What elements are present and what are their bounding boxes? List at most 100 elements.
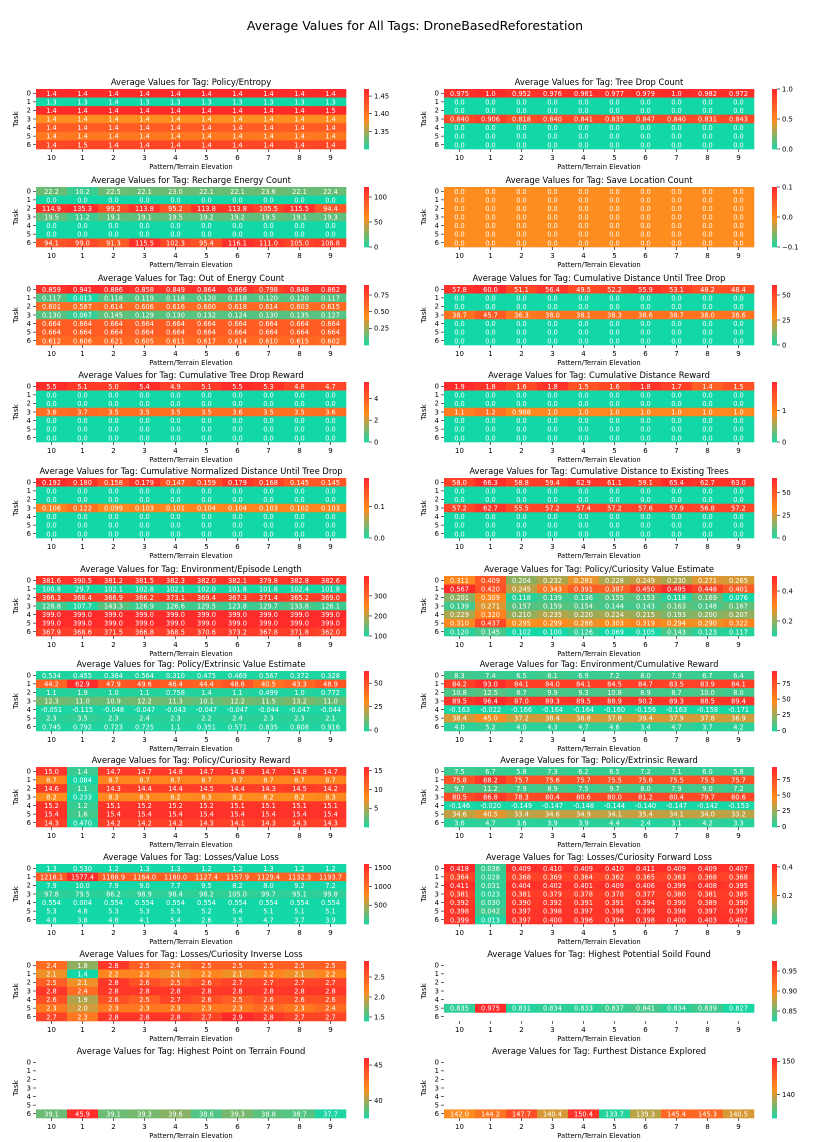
panel-13-cell-label: 84.7 bbox=[638, 680, 653, 688]
panel-6-cell bbox=[67, 433, 99, 443]
panel-0-cell bbox=[98, 89, 130, 98]
panel-1-cell bbox=[444, 131, 476, 141]
panel-9-cell-label: 57.6 bbox=[638, 505, 653, 513]
panel-20-colorbar-segment bbox=[364, 1078, 369, 1081]
panel-15-cell bbox=[444, 767, 476, 776]
panel-11-cell bbox=[444, 601, 476, 611]
panel-16-colorbar-segment bbox=[364, 864, 369, 867]
panel-2-cell-label: 99.0 bbox=[75, 239, 90, 247]
panel-18-cell bbox=[67, 995, 99, 1005]
panel-3-cell-label: 0.0 bbox=[516, 239, 527, 247]
panel-12-colorbar-segment bbox=[364, 671, 369, 674]
panel-0-cell bbox=[253, 123, 285, 133]
panel-1-colorbar-segment bbox=[772, 111, 777, 115]
panel-7-cell-label: 1.0 bbox=[609, 409, 620, 417]
panel-8-cell-label: 0.179 bbox=[135, 479, 154, 487]
panel-4-cell-label: 0.124 bbox=[228, 312, 247, 320]
panel-15-cell-label: 75.7 bbox=[731, 776, 746, 784]
panel-6-cell bbox=[222, 407, 254, 417]
panel-6-cell-label: 0.0 bbox=[46, 391, 57, 399]
panel-9-cell-label: 0.0 bbox=[547, 530, 558, 538]
panel-17-xtick: 9 bbox=[736, 929, 740, 937]
panel-17-colorbar-segment bbox=[772, 899, 777, 902]
panel-0-cell-label: 1.4 bbox=[201, 90, 212, 98]
panel-1-cell bbox=[723, 106, 755, 116]
panel-8-colorbar-segment bbox=[364, 510, 369, 514]
panel-14-cell-label: 8.7 bbox=[263, 776, 274, 784]
panel-13-cell-label: -0.156 bbox=[635, 706, 656, 714]
panel-1-colorbar-segment bbox=[772, 96, 777, 100]
panel-4-xtick: 7 bbox=[266, 350, 270, 358]
panel-2-cell bbox=[129, 212, 161, 222]
panel-16-cell bbox=[160, 881, 192, 891]
panel-9-cell-label: 58.8 bbox=[514, 479, 529, 487]
panel-9-cell bbox=[444, 512, 476, 522]
panel-15-cell-label: 40.5 bbox=[483, 811, 498, 819]
panel-17-cell bbox=[692, 872, 724, 882]
panel-13-cell-label: 89.3 bbox=[669, 698, 684, 706]
panel-13-cell bbox=[568, 713, 600, 723]
panel-14-cell-label: 14.4 bbox=[168, 785, 183, 793]
panel-5-colorbar-segment bbox=[772, 332, 777, 336]
panel-16-cell-label: 86.2 bbox=[106, 891, 121, 899]
panel-7-cell bbox=[661, 424, 693, 434]
panel-20-colorbar-segment bbox=[364, 1088, 369, 1091]
panel-14-cell-label: 14.7 bbox=[199, 768, 214, 776]
panel-6-cell-label: 0.0 bbox=[77, 434, 88, 442]
panel-3-cell-label: 0.0 bbox=[640, 205, 651, 213]
panel-12-title: Average Values for Tag: Policy/Extrinsic… bbox=[76, 659, 305, 669]
panel-4-cell-label: 0.120 bbox=[197, 294, 216, 302]
panel-18-cell bbox=[284, 1012, 316, 1022]
panel-0-colorbar-segment bbox=[364, 124, 369, 127]
panel-17-cell bbox=[599, 889, 631, 899]
panel-14-cell-label: 14.1 bbox=[230, 819, 245, 827]
panel-16-cell-label: 4.7 bbox=[263, 916, 274, 924]
panel-10-cell-label: 102.1 bbox=[166, 585, 185, 593]
panel-6-cell bbox=[129, 390, 161, 400]
panel-21-xtick: 2 bbox=[519, 1123, 523, 1131]
panel-4-cell-label: 0.600 bbox=[197, 303, 216, 311]
panel-18-ytick: 2 bbox=[27, 979, 31, 987]
panel-8-cell-label: 0.0 bbox=[139, 530, 150, 538]
panel-5-colorbar-segment bbox=[772, 300, 777, 303]
panel-17-cell bbox=[506, 906, 538, 916]
panel-10-cell bbox=[253, 618, 285, 628]
panel-17-cell-label: 0.397 bbox=[512, 916, 531, 924]
panel-18-ylabel: Task bbox=[11, 982, 20, 1000]
panel-3-cell-label: 0.0 bbox=[640, 222, 651, 230]
panel-15-cell bbox=[630, 792, 662, 802]
panel-7-cell bbox=[506, 433, 538, 443]
panel-3-colorbar-segment bbox=[772, 194, 777, 198]
panel-12-colorbar-segment bbox=[364, 691, 369, 694]
panel-12-colorbar-segment bbox=[364, 703, 369, 707]
panel-15-cell-label: 4.4 bbox=[609, 819, 620, 827]
panel-7-cell-label: 0.0 bbox=[454, 434, 465, 442]
panel-0-cell bbox=[129, 106, 161, 116]
panel-11-cell-label: 0.303 bbox=[605, 620, 624, 628]
panel-14-cell-label: 15.4 bbox=[199, 811, 214, 819]
panel-13-cell-label: -0.163 bbox=[449, 706, 470, 714]
panel-12-xlabel: Pattern/Terrain Elevation bbox=[149, 745, 232, 753]
panel-6-cell-label: 3.5 bbox=[108, 409, 119, 417]
panel-13-cell bbox=[661, 671, 693, 680]
panel-5-cell-label: 0.0 bbox=[702, 294, 713, 302]
panel-5-colorbar-segment bbox=[772, 320, 777, 323]
panel-1-cell bbox=[444, 140, 476, 150]
panel-2-cell-label: 22.1 bbox=[199, 188, 214, 196]
panel-5-cell-label: 0.0 bbox=[578, 320, 589, 328]
panel-16-colorbar-segment bbox=[364, 916, 369, 920]
panel-11-cell-label: 0.118 bbox=[512, 594, 531, 602]
panel-13-cell bbox=[599, 671, 631, 680]
panel-9-cell bbox=[444, 495, 476, 505]
panel-1-cell bbox=[444, 106, 476, 116]
panel-9-cell bbox=[537, 486, 569, 496]
panel-2-cell-label: 19.5 bbox=[261, 214, 276, 222]
panel-3-cell-label: 0.0 bbox=[733, 239, 744, 247]
panel-7-xtick: 4 bbox=[581, 447, 586, 455]
panel-6-colorbar-tick: 2 bbox=[374, 417, 378, 425]
panel-0-xtick: 3 bbox=[142, 154, 146, 162]
panel-3-cell bbox=[692, 238, 724, 248]
panel-5-cell bbox=[599, 285, 631, 294]
panel-7-cell bbox=[599, 407, 631, 417]
panel-10-colorbar-segment bbox=[364, 606, 369, 609]
